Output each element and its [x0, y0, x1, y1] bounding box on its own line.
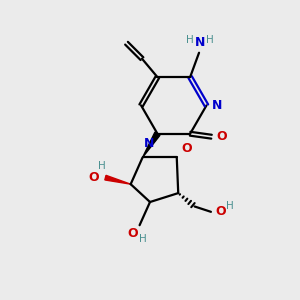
Text: H: H — [186, 35, 194, 45]
Text: H: H — [206, 35, 213, 45]
Text: H: H — [226, 202, 234, 212]
Polygon shape — [142, 132, 160, 158]
Text: O: O — [215, 205, 226, 218]
Text: O: O — [128, 227, 138, 240]
Text: H: H — [98, 161, 106, 171]
Text: O: O — [88, 171, 99, 184]
Text: O: O — [217, 130, 227, 143]
Text: N: N — [143, 137, 154, 150]
Text: H: H — [139, 233, 146, 244]
Polygon shape — [105, 175, 131, 184]
Text: O: O — [181, 142, 192, 155]
Text: N: N — [212, 99, 222, 112]
Text: N: N — [194, 36, 205, 49]
